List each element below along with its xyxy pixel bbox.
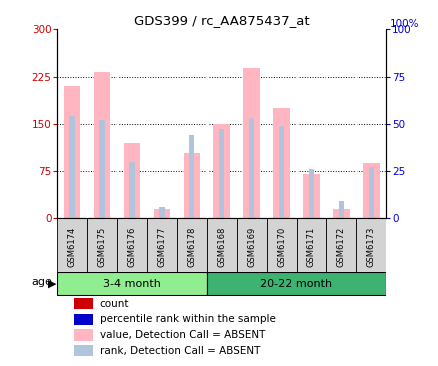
Text: 3-4 month: 3-4 month: [103, 279, 160, 289]
Text: GSM6176: GSM6176: [127, 226, 136, 267]
Bar: [206, 272, 385, 295]
Bar: [303, 174, 319, 218]
Text: ▶: ▶: [48, 279, 56, 289]
Bar: [153, 209, 170, 218]
Bar: [326, 218, 356, 272]
Bar: [266, 218, 296, 272]
Text: 20-22 month: 20-22 month: [260, 279, 332, 289]
Bar: [74, 298, 93, 309]
Bar: [338, 201, 343, 218]
Text: GSM6175: GSM6175: [97, 226, 106, 266]
Text: GSM6174: GSM6174: [67, 226, 76, 266]
Bar: [99, 120, 104, 218]
Text: age: age: [32, 277, 53, 287]
Text: value, Detection Call = ABSENT: value, Detection Call = ABSENT: [100, 330, 265, 340]
Bar: [296, 218, 326, 272]
Bar: [147, 218, 177, 272]
Bar: [356, 218, 385, 272]
Bar: [332, 209, 349, 218]
Bar: [57, 218, 87, 272]
Bar: [243, 68, 259, 218]
Bar: [308, 169, 314, 218]
Bar: [64, 86, 80, 218]
Bar: [129, 161, 134, 218]
Text: GSM6169: GSM6169: [247, 226, 255, 266]
Text: GSM6177: GSM6177: [157, 226, 166, 267]
Bar: [124, 143, 140, 218]
Text: GSM6172: GSM6172: [336, 226, 345, 266]
Bar: [273, 108, 289, 218]
Text: rank, Detection Call = ABSENT: rank, Detection Call = ABSENT: [100, 346, 260, 356]
Text: GSM6171: GSM6171: [306, 226, 315, 266]
Bar: [278, 126, 284, 218]
Bar: [213, 124, 230, 218]
Bar: [74, 314, 93, 325]
Text: GSM6168: GSM6168: [217, 226, 226, 267]
Bar: [87, 218, 117, 272]
Bar: [159, 207, 164, 218]
Text: 100%: 100%: [389, 19, 418, 29]
Text: GSM6178: GSM6178: [187, 226, 196, 267]
Text: GSM6173: GSM6173: [366, 226, 375, 267]
Bar: [189, 135, 194, 218]
Bar: [74, 345, 93, 356]
Bar: [69, 116, 74, 218]
Bar: [177, 218, 206, 272]
Bar: [57, 272, 206, 295]
Bar: [248, 118, 254, 218]
Bar: [368, 167, 373, 218]
Bar: [183, 153, 200, 218]
Bar: [117, 218, 147, 272]
Bar: [362, 163, 379, 218]
Text: count: count: [100, 299, 129, 309]
Bar: [236, 218, 266, 272]
Text: GSM6170: GSM6170: [276, 226, 286, 266]
Bar: [94, 72, 110, 218]
Bar: [219, 130, 224, 218]
Bar: [206, 218, 236, 272]
Text: percentile rank within the sample: percentile rank within the sample: [100, 314, 275, 324]
Bar: [74, 329, 93, 341]
Title: GDS399 / rc_AA875437_at: GDS399 / rc_AA875437_at: [134, 14, 309, 27]
